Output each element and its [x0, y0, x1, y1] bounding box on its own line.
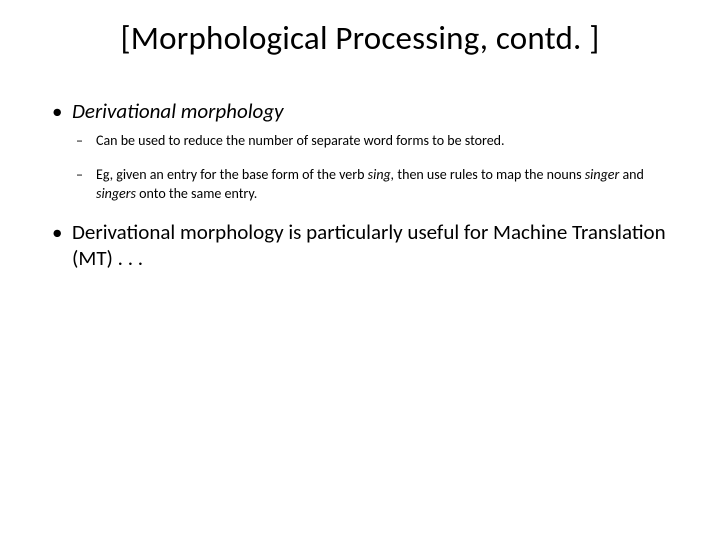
bullet-item: Derivational morphology is particularly … [48, 219, 672, 272]
bullet-text: Derivational morphology [72, 98, 284, 124]
bullet-list-level2: Can be used to reduce the number of sepa… [72, 132, 672, 203]
bullet-item: Derivational morphology Can be used to r… [48, 98, 672, 203]
bullet-text: Derivational morphology is particularly … [72, 219, 666, 271]
slide-container: { "slide": { "title": "[Morphological Pr… [0, 0, 720, 540]
sub-bullet-text-part: onto the same entry. [136, 185, 257, 202]
sub-bullet-text-part: and [619, 166, 644, 183]
italic-text: singer [585, 166, 620, 183]
italic-text: singers [96, 185, 136, 202]
slide-title: [Morphological Processing, contd. ] [48, 18, 672, 58]
sub-bullet-text-part: then use rules to map the nouns [394, 166, 585, 183]
bullet-list-level1: Derivational morphology Can be used to r… [48, 98, 672, 271]
sub-bullet-text: Can be used to reduce the number of sepa… [96, 132, 505, 149]
sub-bullet-text-part: Eg, given an entry for the base form of … [96, 166, 368, 183]
sub-bullet-item: Eg, given an entry for the base form of … [72, 166, 672, 202]
italic-text: sing, [368, 166, 395, 183]
sub-bullet-item: Can be used to reduce the number of sepa… [72, 132, 672, 150]
